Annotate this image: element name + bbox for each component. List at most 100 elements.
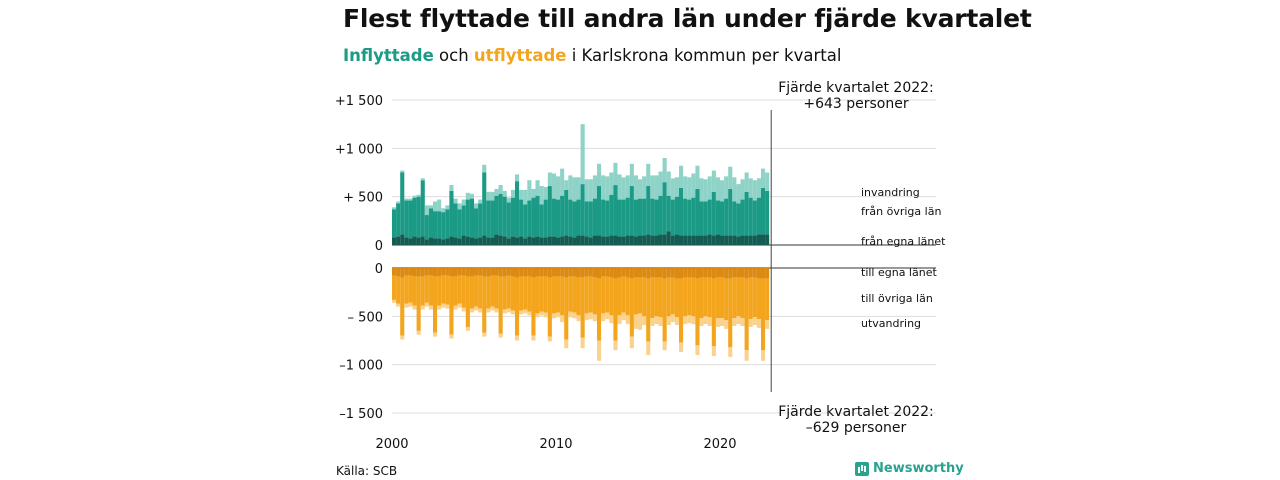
bar-out-emigration: [707, 317, 712, 326]
bar-out-emigration: [543, 312, 548, 318]
bar-in-other-counties: [412, 197, 417, 237]
bar-out-emigration: [416, 330, 421, 335]
bar-out-emigration: [588, 312, 593, 320]
series-label-out: utvandring: [861, 317, 921, 330]
bar-in-other-counties: [445, 209, 450, 239]
bar-in-same-county: [416, 237, 421, 245]
bar-in-immigration: [605, 176, 610, 201]
bar-out-other-counties: [416, 276, 421, 331]
y-tick-label-bottom: –1 000: [339, 359, 383, 374]
bar-in-other-counties: [543, 199, 548, 238]
bar-in-same-county: [736, 236, 741, 245]
bar-in-immigration: [597, 163, 602, 187]
bar-in-other-counties: [416, 196, 421, 238]
bar-in-same-county: [408, 238, 413, 245]
bar-in-same-county: [449, 236, 454, 245]
bar-out-same-county: [412, 268, 417, 277]
bar-in-other-counties: [720, 201, 725, 236]
bar-in-other-counties: [465, 199, 470, 237]
bar-in-other-counties: [724, 198, 729, 236]
bar-in-immigration: [568, 175, 573, 200]
bar-out-other-counties: [420, 276, 425, 306]
bar-in-other-counties: [687, 199, 692, 236]
bar-in-same-county: [560, 236, 565, 245]
bar-out-emigration: [674, 317, 679, 326]
bar-out-same-county: [531, 268, 536, 278]
bar-in-same-county: [494, 234, 499, 245]
bar-in-other-counties: [453, 203, 458, 238]
bar-out-emigration: [711, 346, 716, 356]
bar-out-same-county: [732, 268, 737, 278]
bar-in-same-county: [683, 235, 688, 245]
bar-in-immigration: [441, 208, 446, 213]
bar-in-immigration: [523, 189, 528, 205]
bar-out-other-counties: [396, 276, 401, 304]
bar-in-other-counties: [732, 201, 737, 236]
bar-in-other-counties: [515, 181, 520, 238]
bar-out-emigration: [633, 314, 638, 329]
bar-out-other-counties: [740, 277, 745, 319]
bar-in-other-counties: [428, 208, 433, 238]
bar-out-same-county: [580, 268, 585, 278]
bar-in-same-county: [662, 234, 667, 245]
bar-out-other-counties: [756, 278, 761, 320]
bar-in-other-counties: [551, 198, 556, 237]
bar-out-other-counties: [457, 275, 462, 304]
bar-out-emigration: [724, 320, 729, 329]
y-tick-label-bottom: – 500: [348, 310, 383, 325]
bar-out-other-counties: [474, 275, 479, 307]
bar-out-other-counties: [433, 276, 438, 333]
bar-in-same-county: [650, 235, 655, 245]
bar-in-immigration: [670, 178, 675, 200]
bar-out-emigration: [453, 305, 458, 310]
bar-in-other-counties: [756, 197, 761, 235]
bar-in-other-counties: [654, 199, 659, 236]
bar-in-immigration: [580, 124, 585, 185]
bar-out-emigration: [490, 306, 495, 311]
bar-out-other-counties: [437, 276, 442, 306]
bar-in-other-counties: [662, 182, 667, 235]
bar-in-same-county: [498, 235, 503, 245]
bar-out-other-counties: [679, 278, 684, 343]
bar-out-other-counties: [609, 277, 614, 316]
bar-in-other-counties: [404, 200, 409, 238]
bar-out-same-county: [404, 268, 409, 276]
bar-in-same-county: [646, 234, 651, 245]
bar-in-immigration: [674, 177, 679, 197]
bar-out-other-counties: [556, 276, 561, 313]
bar-in-same-county: [465, 236, 470, 245]
bar-out-other-counties: [617, 277, 622, 316]
bar-out-emigration: [625, 315, 630, 325]
bar-in-same-county: [609, 235, 614, 245]
bar-out-other-counties: [486, 276, 491, 309]
bar-in-other-counties: [441, 212, 446, 240]
bar-out-emigration: [547, 336, 552, 342]
bar-out-other-counties: [539, 276, 544, 312]
bar-in-other-counties: [695, 188, 700, 236]
bar-in-other-counties: [564, 189, 569, 236]
x-tick-label: 2020: [703, 437, 736, 452]
bar-in-same-county: [523, 238, 528, 245]
bar-in-other-counties: [609, 194, 614, 236]
bar-in-same-county: [564, 235, 569, 245]
bar-out-other-counties: [646, 278, 651, 342]
bar-out-same-county: [662, 268, 667, 279]
bar-in-immigration: [715, 177, 720, 201]
bar-in-other-counties: [588, 201, 593, 238]
bar-in-same-county: [433, 238, 438, 245]
bar-in-same-county: [752, 235, 757, 245]
bar-out-emigration: [519, 310, 524, 315]
bar-out-emigration: [609, 315, 614, 324]
bar-in-immigration: [424, 205, 429, 216]
bar-out-same-county: [658, 268, 663, 278]
bar-in-immigration: [740, 179, 745, 200]
bar-out-emigration: [744, 350, 749, 361]
bar-out-same-county: [588, 268, 593, 277]
migration-chart: +1 500 +1 000 + 500 0 0 – 500 –1 000 –1 500 2000…: [335, 80, 946, 452]
bar-out-same-county: [556, 268, 561, 277]
bar-out-emigration: [646, 341, 651, 355]
bar-out-emigration: [465, 326, 470, 331]
bar-out-same-county: [687, 268, 692, 278]
bar-out-same-county: [633, 268, 638, 278]
bar-out-emigration: [400, 335, 405, 340]
